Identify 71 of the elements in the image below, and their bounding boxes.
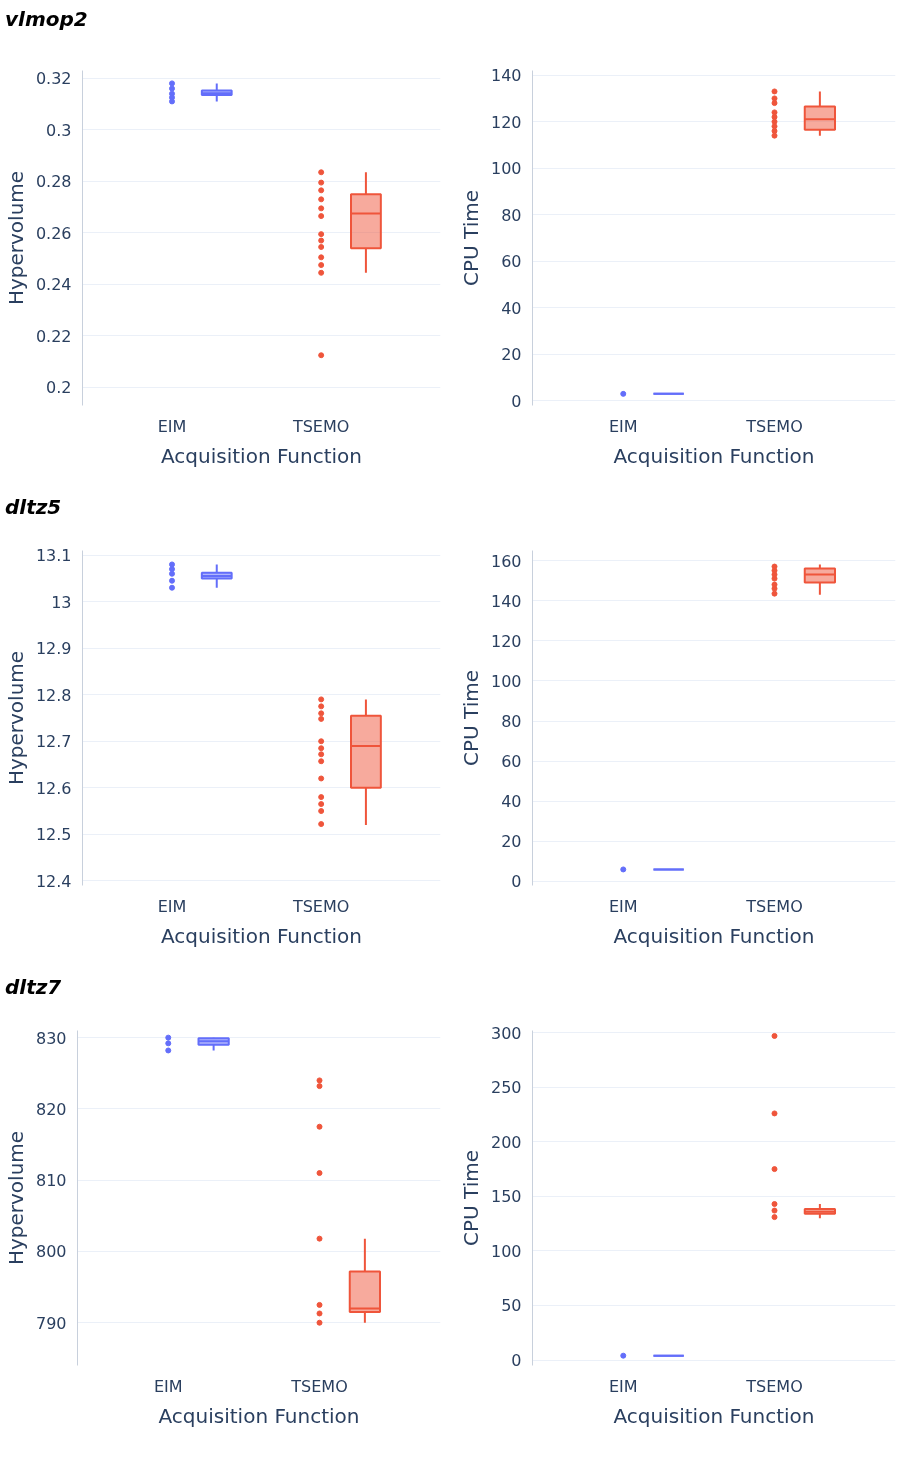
- chart-title: dltz5: [5, 494, 62, 521]
- y-axis-title: CPU Time: [458, 190, 483, 286]
- y-tick-label: 80: [501, 712, 522, 732]
- y-tick-label: 150: [490, 1187, 522, 1207]
- y-tick-label: 140: [490, 591, 522, 611]
- y-tick-label: 12.7: [35, 732, 72, 752]
- y-tick-label: 160: [490, 551, 522, 571]
- y-tick-label: 60: [501, 752, 522, 772]
- x-axis-title: Acquisition Function: [161, 443, 362, 468]
- y-tick-label: 100: [490, 671, 522, 691]
- y-tick-label: 140: [490, 66, 522, 86]
- x-axis-title: Acquisition Function: [613, 443, 815, 468]
- y-tick-label: 820: [35, 1099, 67, 1119]
- y-tick-label: 300: [490, 1023, 522, 1043]
- x-tick-label: TSEMO: [745, 1376, 803, 1396]
- x-tick-label: TSEMO: [291, 416, 350, 436]
- y-axis-title: Hypervolume: [3, 1130, 28, 1266]
- chart-title: vlmop2: [5, 6, 88, 33]
- y-tick-label: 12.6: [35, 778, 72, 798]
- y-axis-title: CPU Time: [458, 670, 483, 766]
- y-tick-label: 0.24: [35, 275, 72, 295]
- y-axis-title: CPU Time: [458, 1150, 483, 1246]
- x-axis-title: Acquisition Function: [158, 1403, 360, 1428]
- y-tick-label: 40: [501, 792, 522, 812]
- chart-title: dltz7: [5, 974, 62, 1001]
- y-tick-label: 13.1: [35, 546, 72, 566]
- y-tick-label: 40: [501, 298, 522, 318]
- y-tick-label: 0.28: [35, 172, 72, 192]
- y-tick-label: 200: [490, 1132, 522, 1152]
- y-tick-label: 830: [35, 1028, 67, 1048]
- y-tick-label: 20: [501, 345, 522, 365]
- y-tick-label: 120: [490, 631, 522, 651]
- y-tick-label: 60: [501, 252, 522, 272]
- y-tick-label: 12.8: [35, 685, 72, 705]
- y-tick-label: 100: [490, 159, 522, 179]
- y-tick-label: 12.9: [35, 639, 72, 659]
- y-tick-label: 120: [490, 112, 522, 132]
- y-tick-label: 100: [490, 1241, 522, 1261]
- x-axis-title: Acquisition Function: [613, 923, 815, 948]
- y-tick-label: 0.26: [35, 223, 72, 243]
- y-axis-title: Hypervolume: [3, 170, 28, 306]
- y-tick-label: 80: [501, 205, 522, 225]
- y-tick-label: 0: [511, 872, 522, 892]
- y-tick-label: 0.32: [35, 69, 72, 89]
- y-tick-label: 50: [501, 1296, 522, 1316]
- y-tick-label: 790: [35, 1313, 67, 1333]
- y-tick-label: 810: [35, 1171, 67, 1191]
- x-tick-label: TSEMO: [745, 896, 803, 916]
- y-tick-label: 12.5: [35, 825, 72, 845]
- y-tick-label: 0: [511, 1351, 522, 1371]
- x-tick-label: EIM: [153, 1376, 183, 1396]
- y-tick-label: 0.3: [46, 120, 72, 140]
- x-tick-label: TSEMO: [290, 1376, 348, 1396]
- x-tick-label: EIM: [608, 416, 638, 436]
- y-tick-label: 20: [501, 832, 522, 852]
- y-tick-label: 12.4: [35, 871, 72, 891]
- x-tick-label: EIM: [608, 1376, 638, 1396]
- y-tick-label: 800: [35, 1242, 67, 1262]
- y-tick-label: 0: [511, 391, 522, 411]
- x-tick-label: TSEMO: [745, 416, 803, 436]
- y-tick-label: 0.2: [46, 378, 72, 398]
- y-tick-label: 13: [51, 592, 72, 612]
- x-tick-label: EIM: [157, 896, 187, 916]
- x-axis-title: Acquisition Function: [161, 923, 362, 948]
- x-tick-label: TSEMO: [291, 896, 350, 916]
- x-tick-label: EIM: [157, 416, 187, 436]
- y-axis-title: Hypervolume: [3, 650, 28, 786]
- y-tick-label: 0.22: [35, 326, 72, 346]
- x-tick-label: EIM: [608, 896, 638, 916]
- y-tick-label: 250: [490, 1078, 522, 1098]
- x-axis-title: Acquisition Function: [613, 1403, 815, 1428]
